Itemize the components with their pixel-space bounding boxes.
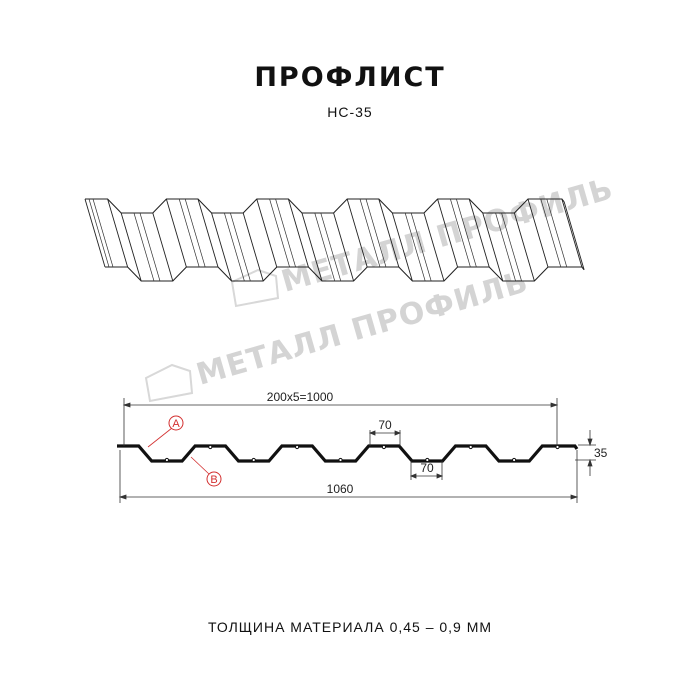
- sheet-fold-line: [165, 198, 187, 268]
- sheet-fold-line: [107, 198, 129, 268]
- sheet-fold-line: [378, 198, 400, 268]
- sheet-fold-line: [527, 198, 549, 268]
- profile-line: [117, 444, 579, 463]
- sheet-fold-line: [437, 198, 458, 268]
- callout-a: A: [147, 415, 184, 448]
- sheet-rib-line: [404, 212, 426, 282]
- sheet-rib-line: [178, 198, 200, 268]
- dimension-pitch: [122, 398, 559, 446]
- watermark-logo-icon: [230, 268, 280, 308]
- sheet-rib-line: [540, 198, 562, 268]
- dimension-bottom-flat: [409, 461, 444, 480]
- rib-mark: [251, 457, 256, 463]
- dimension-height: [575, 430, 596, 476]
- rib-mark: [468, 444, 473, 450]
- rib-mark: [512, 457, 517, 463]
- watermark-top: МЕТАЛЛ ПРОФИЛЬ: [230, 171, 618, 308]
- watermark-text: МЕТАЛЛ ПРОФИЛЬ: [278, 171, 618, 299]
- sheet-fold-line: [287, 198, 309, 268]
- sheet-rib-line: [495, 212, 516, 282]
- rib-mark: [381, 444, 387, 450]
- profile-model: НС-35: [327, 104, 373, 120]
- sheet-rib-line: [320, 212, 342, 282]
- sheet-rib-line: [230, 212, 251, 282]
- sheet-rib-line: [410, 212, 432, 282]
- sheet-rib-line: [275, 198, 296, 268]
- sheet-fold-line: [563, 201, 585, 270]
- sheet-rib-line: [139, 212, 161, 282]
- watermark-text: МЕТАЛЛ ПРОФИЛЬ: [193, 264, 533, 392]
- rib-mark: [425, 457, 430, 463]
- rib-mark: [208, 444, 213, 450]
- isometric-sheet: [84, 198, 585, 282]
- dimension-total: [118, 450, 579, 503]
- sheet-rib-line: [314, 212, 336, 282]
- callout-b-letter: B: [210, 474, 217, 486]
- sheet-edge-line: [88, 198, 110, 268]
- pitch-label: 200x5=1000: [267, 390, 334, 404]
- sheet-rib-line: [184, 198, 206, 268]
- rib-mark: [338, 457, 343, 463]
- sheet-fold-line: [482, 212, 504, 282]
- sheet-rib-line: [456, 198, 477, 268]
- sheet-rib-line: [450, 198, 471, 268]
- sheet-rib-line: [224, 212, 245, 282]
- sheet-fold-line: [513, 212, 535, 282]
- dimension-top-flat: [368, 430, 402, 446]
- sheet-fold-line: [242, 212, 264, 282]
- sheet-rib-line: [501, 212, 522, 282]
- bottom-flat-label: 70: [420, 461, 434, 475]
- sheet-fold-line: [468, 198, 490, 268]
- callout-a-letter: A: [172, 418, 180, 430]
- rib-mark: [555, 444, 560, 450]
- sheet-fold-line: [152, 212, 174, 282]
- sheet-edge-line: [92, 198, 114, 268]
- sheet-fold-line: [391, 212, 413, 282]
- sheet-fold-line: [197, 198, 219, 268]
- watermark-logo-icon: [144, 363, 194, 403]
- sheet-fold-line: [346, 198, 368, 268]
- rib-mark: [164, 457, 170, 463]
- cross-section-profile: [117, 444, 579, 463]
- sheet-fold-line: [333, 212, 355, 282]
- sheet-fold-line: [561, 198, 583, 268]
- sheet-rib-line: [546, 198, 568, 268]
- sheet-rib-line: [359, 198, 381, 268]
- sheet-fold-line: [84, 198, 106, 268]
- page-title: ПРОФЛИСТ: [254, 62, 446, 93]
- sheet-fold-line: [256, 198, 278, 268]
- sheet-fold-line: [301, 212, 323, 282]
- rib-mark: [295, 444, 300, 450]
- sheet-rib-line: [133, 212, 155, 282]
- total-width-label: 1060: [327, 482, 354, 496]
- sheet-rib-line: [365, 198, 387, 268]
- callout-b: B: [190, 456, 222, 487]
- sheet-rib-line: [269, 198, 290, 268]
- top-flat-label: 70: [378, 418, 392, 432]
- sheet-fold-line: [120, 212, 142, 282]
- material-thickness: ТОЛЩИНА МАТЕРИАЛА 0,45 – 0,9 ММ: [207, 619, 493, 635]
- watermark-bottom: МЕТАЛЛ ПРОФИЛЬ: [144, 264, 533, 403]
- height-label: 35: [594, 446, 608, 460]
- sheet-fold-line: [423, 212, 445, 282]
- sheet-fold-line: [211, 212, 232, 282]
